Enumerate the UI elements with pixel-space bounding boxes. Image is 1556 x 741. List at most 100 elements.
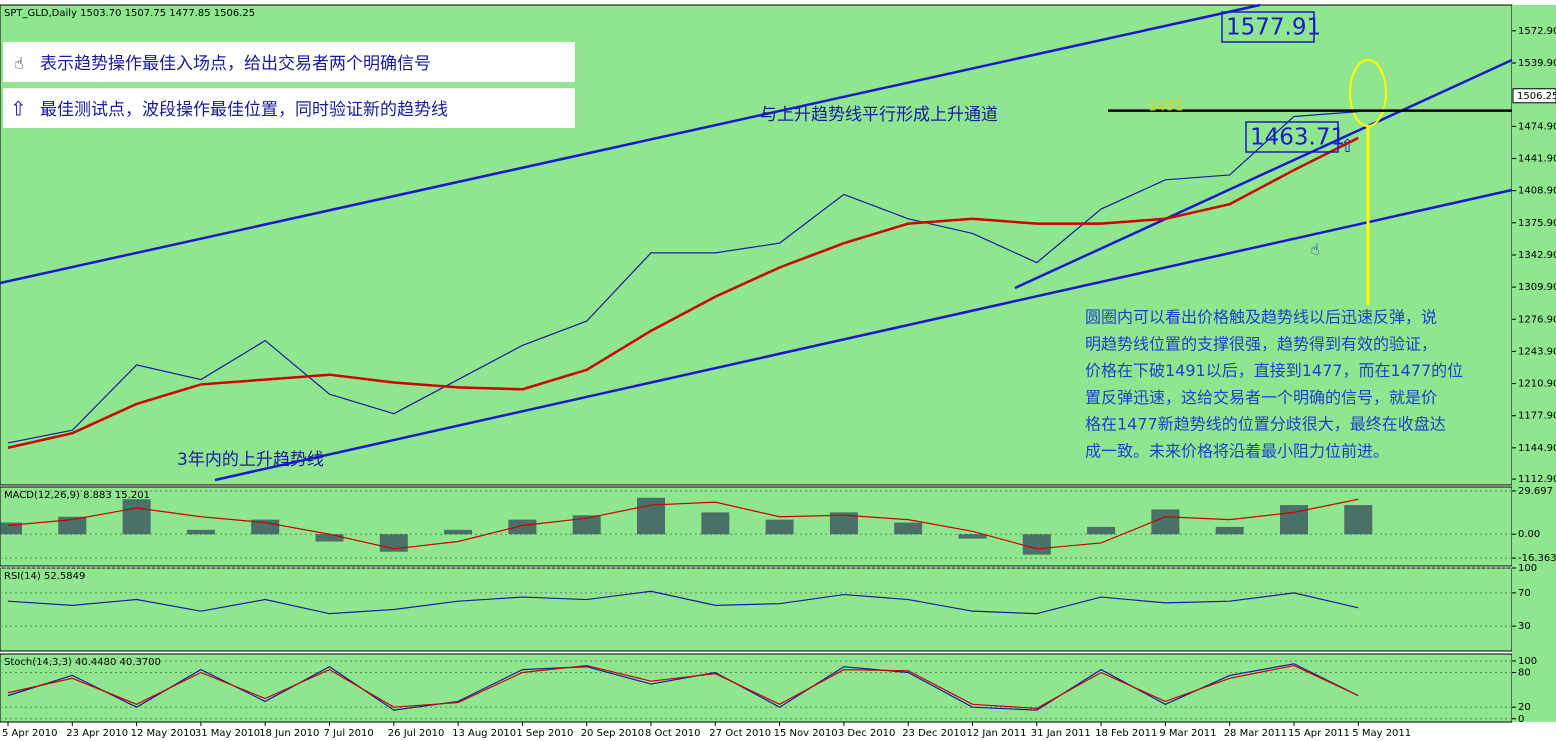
x-tick-label: 18 Jun 2010 (259, 728, 319, 739)
y-tick-label: 1375.90 (1518, 218, 1556, 229)
legend-note: 最佳测试点，波段操作最佳位置，同时验证新的趋势线 (40, 100, 448, 120)
x-tick-label: 12 Jan 2011 (967, 728, 1027, 739)
y-tick-label: -16.363 (1518, 553, 1556, 564)
y-tick-label: 1441.90 (1518, 153, 1556, 164)
x-tick-label: 5 May 2011 (1352, 728, 1411, 739)
x-tick-label: 15 Apr 2011 (1288, 728, 1350, 739)
note-line: 价格在下破1491以后，直接到1477，而在1477的位 (1085, 361, 1463, 380)
series-line (7, 590, 1359, 615)
series-line (7, 136, 1359, 449)
hand-icon: ☝ (1310, 240, 1320, 259)
y-tick-label: 0.00 (1518, 529, 1540, 540)
high-box (1221, 11, 1315, 43)
y-tick-label: 29.697 (1518, 486, 1553, 497)
macd-bar (444, 529, 473, 535)
note-line: 成一致。未来价格将沿着最小阻力位前进。 (1085, 442, 1389, 461)
macd-bar (958, 534, 987, 539)
stoch-panel (0, 653, 1513, 723)
x-tick-label: 8 Oct 2010 (645, 728, 700, 739)
y-tick-label: 1276.90 (1518, 314, 1556, 325)
macd-bar (701, 512, 730, 535)
macd-bar (637, 497, 665, 535)
x-tick-label: 1 Sep 2010 (516, 728, 573, 739)
x-tick-label: 23 Apr 2010 (66, 728, 128, 739)
panel-title: RSI(14) 52.5849 (4, 571, 85, 582)
macd-bar (508, 519, 537, 535)
note-line: 格在1477新趋势线的位置分歧很大，最终在收盘达 (1085, 415, 1446, 434)
panel-title: MACD(12,26,9) 8.883 15.201 (4, 490, 150, 501)
y-tick-label: 100 (1518, 563, 1537, 574)
x-tick-label: 12 May 2010 (131, 728, 196, 739)
legend-box (3, 88, 575, 128)
y-tick-label: 80 (1518, 668, 1531, 679)
series-line (7, 664, 1359, 709)
y-tick-label: 1342.90 (1518, 250, 1556, 261)
x-tick-label: 23 Dec 2010 (902, 728, 966, 739)
last-price: 1506.25 (1517, 91, 1556, 102)
x-tick-label: 15 Nov 2010 (774, 728, 838, 739)
y-tick-label: 30 (1518, 621, 1531, 632)
y-tick-label: 70 (1518, 588, 1531, 599)
legend-box (3, 42, 575, 82)
y-tick-label: 0 (1518, 714, 1524, 725)
x-tick-label: 20 Sep 2010 (581, 728, 644, 739)
x-tick-label: 13 Aug 2010 (452, 728, 516, 739)
macd-bar (1151, 509, 1180, 535)
macd-bar (1280, 505, 1308, 535)
trend-line (214, 188, 1513, 482)
macd-bar (1344, 505, 1373, 535)
channel-annotation: 与上升趋势线平行形成上升通道 (760, 105, 998, 125)
y-tick-label: 20 (1518, 702, 1531, 713)
macd-bar (1022, 534, 1051, 555)
channel-line (0, 3, 1261, 285)
macd-bar (894, 522, 923, 535)
macd-bar (829, 512, 858, 535)
panel-title: Stoch(14,3,3) 40.4480 40.3700 (4, 657, 161, 668)
main-panel (0, 4, 1513, 486)
arrow-icon: ⇧ (10, 97, 27, 121)
series-line (7, 111, 1359, 444)
x-tick-label: 26 Jul 2010 (388, 728, 445, 739)
y-tick-label: 1144.90 (1518, 443, 1556, 454)
x-tick-label: 9 Mar 2011 (1159, 728, 1216, 739)
note-line: 明趋势线位置的支撑很强，趋势得到有效的验证， (1085, 334, 1437, 353)
low-box (1245, 121, 1339, 153)
macd-bar (0, 522, 22, 535)
high-label: 1577.91 (1226, 15, 1321, 41)
macd-bar (315, 534, 344, 542)
axis-area (1512, 5, 1556, 722)
x-tick-label: 3 Dec 2010 (838, 728, 896, 739)
macd-bar (1087, 526, 1116, 535)
y-tick-label: 1210.90 (1518, 379, 1556, 390)
hand-icon: ☝ (14, 54, 24, 73)
note-line: 圆圈内可以看出价格触及趋势线以后迅速反弹，说 (1085, 308, 1437, 327)
x-tick-label: 7 Jul 2010 (324, 728, 374, 739)
rsi-panel (0, 567, 1513, 652)
x-tick-label: 27 Oct 2010 (709, 728, 771, 739)
y-tick-label: 1112.90 (1518, 474, 1556, 485)
legend-note: 表示趋势操作最佳入场点，给出交易者两个明确信号 (40, 54, 431, 74)
note-line: 置反弹迅速，这给交易者一个明确的信号，就是价 (1085, 388, 1437, 407)
macd-bar (572, 515, 601, 535)
y-tick-label: 1474.90 (1518, 121, 1556, 132)
level-label: 1491 (1148, 99, 1184, 115)
series-line (7, 498, 1359, 550)
last-price-box (1512, 88, 1556, 104)
x-tick-label: 28 Mar 2011 (1224, 728, 1287, 739)
x-tick-label: 18 Feb 2011 (1095, 728, 1157, 739)
macd-bar (765, 519, 794, 535)
panel-title: SPT_GLD,Daily 1503.70 1507.75 1477.85 15… (4, 8, 255, 19)
macd-bar (186, 529, 215, 535)
y-tick-label: 1408.90 (1518, 186, 1556, 197)
macd-bar (1215, 526, 1244, 535)
y-tick-label: 1572.90 (1518, 26, 1556, 37)
y-tick-label: 1539.90 (1518, 58, 1556, 69)
y-tick-label: 1309.90 (1518, 282, 1556, 293)
x-tick-label: 31 May 2010 (195, 728, 260, 739)
x-tick-label: 5 Apr 2010 (2, 728, 57, 739)
new-trend-line (1014, 58, 1513, 290)
trend-annotation: 3年内的上升趋势线 (177, 450, 324, 470)
macd-bar (122, 499, 151, 535)
low-label: 1463.71 (1250, 125, 1345, 151)
